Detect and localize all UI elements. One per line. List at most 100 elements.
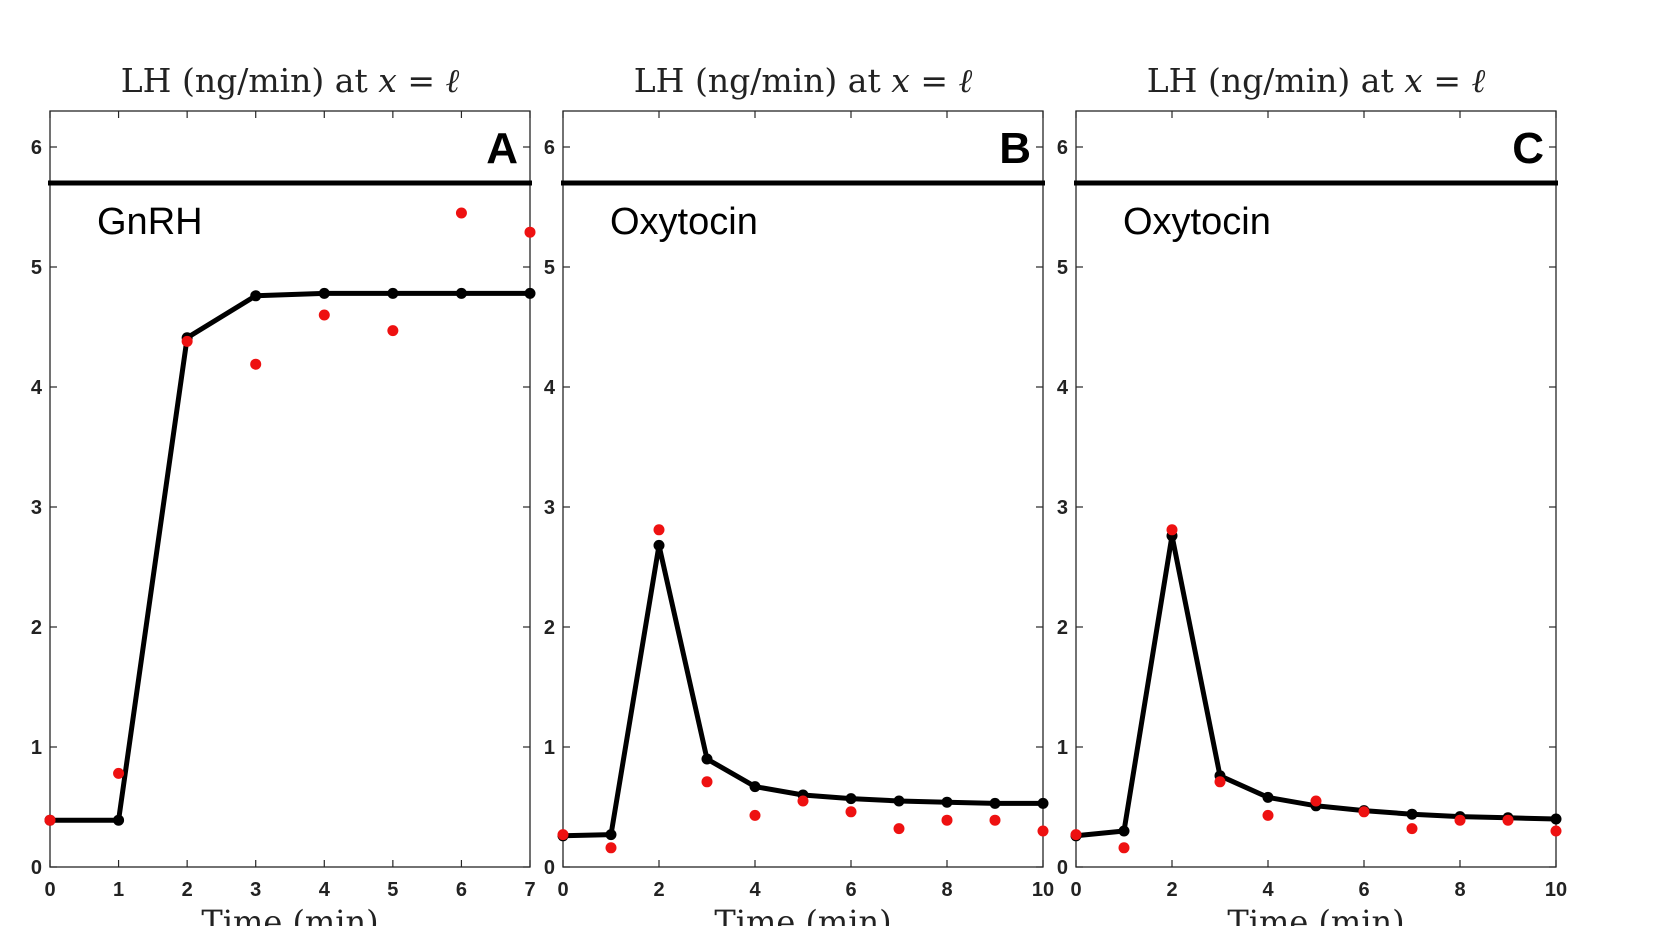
data-point [1214,776,1226,788]
model-point [524,287,536,299]
model-point [605,829,617,841]
y-tick-label: 3 [1057,497,1068,519]
y-tick-label: 2 [31,617,42,639]
y-tick-label: 0 [544,857,555,879]
axes-frame [1075,110,1557,868]
data-point [387,325,399,337]
y-tick-label: 0 [31,857,42,879]
model-point [701,753,713,765]
model-point [113,814,125,826]
data-point [113,767,125,779]
model-line [50,290,530,823]
data-point [250,358,262,370]
y-tick-label: 5 [544,257,555,279]
x-tick-label: 7 [524,879,535,901]
data-point [44,814,56,826]
model-point [318,287,330,299]
panel-letter: C [1512,124,1544,173]
y-tick-label: 3 [31,497,42,519]
model-point [1406,808,1418,820]
y-tick-label: 6 [31,137,42,159]
stimulus-annotation: Oxytocin [610,201,758,243]
model-point [749,781,761,793]
data-point [524,226,536,238]
data-point [1550,825,1562,837]
y-tick-label: 1 [544,737,555,759]
data-point [318,309,330,321]
x-tick-label: 10 [1032,879,1054,901]
y-tick-label: 1 [31,737,42,759]
model-point [1262,791,1274,803]
model-point [1037,797,1049,809]
data-point [1118,842,1130,854]
data-point [1502,814,1514,826]
data-point [1037,825,1049,837]
x-tick-label: 0 [44,879,55,901]
model-point [893,795,905,807]
model-point [455,287,467,299]
data-point [845,806,857,818]
data-point [1310,795,1322,807]
axes-frame [49,110,531,868]
data-point [1358,806,1370,818]
data-point [605,842,617,854]
x-axis-label: Time (min) [201,903,378,926]
data-point [749,809,761,821]
panel-letter: B [999,124,1031,173]
x-axis-label: Time (min) [1227,903,1404,926]
data-point [1166,524,1178,536]
x-tick-label: 10 [1545,879,1567,901]
x-tick-label: 3 [250,879,261,901]
y-tick-label: 5 [31,257,42,279]
y-tick-label: 5 [1057,257,1068,279]
x-tick-label: 6 [845,879,856,901]
x-tick-label: 6 [1358,879,1369,901]
panel-c: 0 1 2 3 4 5 6 0 2 4 6 8 10 LH (ng/min) at x = ℓ Time (… [1057,61,1567,931]
x-tick-label: 2 [182,879,193,901]
data-point [181,335,193,347]
y-tick-label: 4 [1057,377,1069,399]
data-point [893,823,905,835]
data-point [941,814,953,826]
y-tick-label: 1 [1057,737,1068,759]
data-point [1454,814,1466,826]
x-axis-label: Time (min) [714,903,891,926]
panel-title: LH (ng/min) at x = ℓ [121,61,460,100]
panel-a: 0 1 2 3 4 5 6 0 1 2 3 4 5 6 7 LH (ng/min) at x = ℓ Time … [31,61,536,931]
data-point [1406,823,1418,835]
stimulus-annotation: Oxytocin [1123,201,1271,243]
x-tick-label: 0 [557,879,568,901]
y-tick-label: 2 [1057,617,1068,639]
y-tick-label: 6 [544,137,555,159]
data-point [1070,829,1082,841]
model-point [1550,813,1562,825]
model-point [1118,825,1130,837]
data-point [653,524,665,536]
y-tick-label: 6 [1057,137,1068,159]
data-point [455,207,467,219]
stimulus-annotation: GnRH [97,201,203,243]
y-tick-label: 3 [544,497,555,519]
x-tick-label: 4 [749,879,761,901]
y-tick-label: 2 [544,617,555,639]
model-point [250,290,262,302]
model-point [387,287,399,299]
x-tick-label: 8 [941,879,952,901]
data-point [557,829,569,841]
axes-frame [562,110,1044,868]
y-tick-label: 4 [544,377,556,399]
x-tick-label: 1 [113,879,124,901]
model-point [845,793,857,805]
panel-letter: A [486,124,518,173]
data-point [797,795,809,807]
model-point [989,797,1001,809]
data-point [989,814,1001,826]
data-point [701,776,713,788]
x-tick-label: 5 [387,879,398,901]
model-line [1075,533,1557,839]
x-tick-label: 2 [653,879,664,901]
x-tick-label: 0 [1070,879,1081,901]
panel-title: LH (ng/min) at x = ℓ [1147,61,1486,100]
